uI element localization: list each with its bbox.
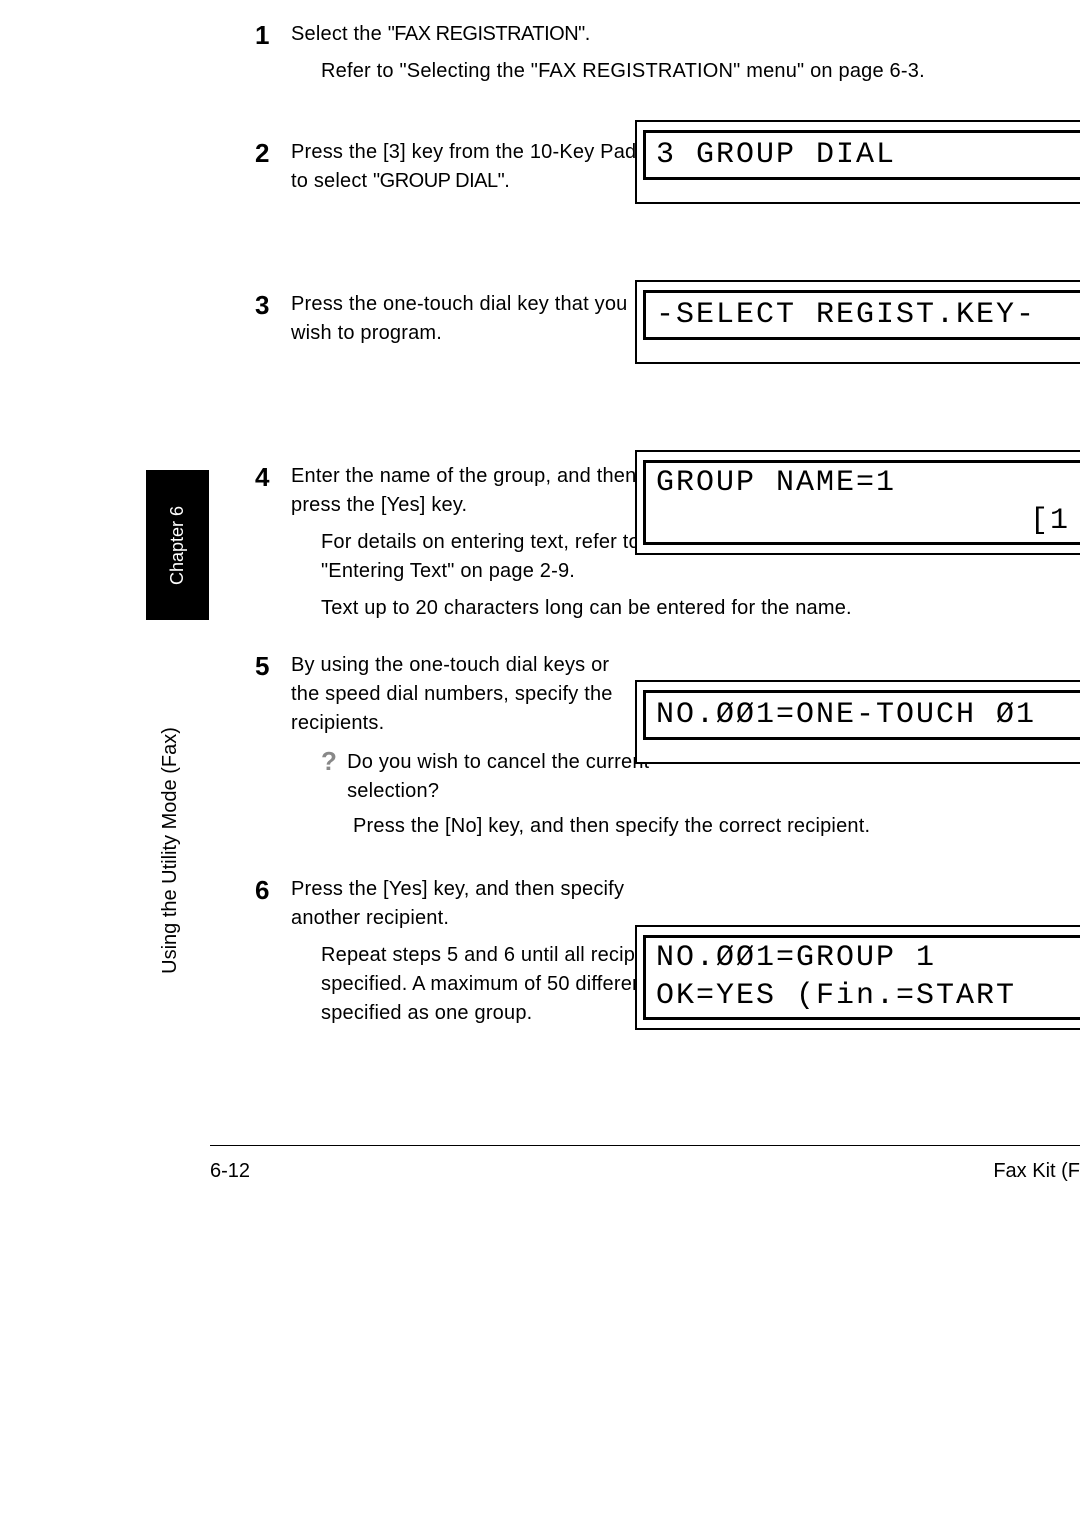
page-footer: 6-12 Fax Kit (F xyxy=(210,1145,1080,1183)
step-body: Select the "FAX REGISTRATION". Refer to … xyxy=(291,20,1080,86)
side-label: Using the Utility Mode (Fax) xyxy=(150,700,190,1000)
step-number: 1 xyxy=(255,20,291,51)
lcd-line: NO.ØØ1=GROUP 1 OK=YES (Fin.=START xyxy=(643,935,1080,1020)
step-subtext-2: Text up to 20 characters long can be ent… xyxy=(321,594,1080,623)
step-text: Press the [3] key from the 10-Key Pad to… xyxy=(291,138,641,196)
question-text: Do you wish to cancel the current select… xyxy=(347,748,657,806)
step-number: 6 xyxy=(255,875,291,906)
answer-text: Press the [No] key, and then specify the… xyxy=(353,812,1080,841)
chapter-tab-label: Chapter 6 xyxy=(167,505,188,584)
step-text: By using the one-touch dial keys or the … xyxy=(291,651,641,738)
step-subtext: Refer to "Selecting the "FAX REGISTRATIO… xyxy=(321,57,1080,86)
lcd-line: 3 GROUP DIAL xyxy=(643,130,1080,180)
step-number: 5 xyxy=(255,651,291,682)
side-label-text: Using the Utility Mode (Fax) xyxy=(159,727,182,974)
step-text: Press the [Yes] key, and then specify an… xyxy=(291,875,641,933)
step-subtext: For details on entering text, refer to "… xyxy=(321,528,641,586)
lcd-line: NO.ØØ1=ONE-TOUCH Ø1 xyxy=(643,690,1080,740)
lcd-line: -SELECT REGIST.KEY- xyxy=(643,290,1080,340)
lcd-display-5: NO.ØØ1=GROUP 1 OK=YES (Fin.=START xyxy=(635,925,1080,1030)
lcd-display-1: 3 GROUP DIAL xyxy=(635,120,1080,204)
page-number: 6-12 xyxy=(210,1160,250,1183)
step-text: Enter the name of the group, and then pr… xyxy=(291,462,641,520)
lcd-display-3: GROUP NAME=1 [1 xyxy=(635,450,1080,555)
question-mark-icon: ? xyxy=(321,748,337,774)
step-1: 1 Select the "FAX REGISTRATION". Refer t… xyxy=(255,20,1080,86)
footer-title: Fax Kit (F xyxy=(993,1160,1080,1183)
lcd-display-4: NO.ØØ1=ONE-TOUCH Ø1 xyxy=(635,680,1080,764)
step-number: 3 xyxy=(255,290,291,321)
lcd-display-2: -SELECT REGIST.KEY- xyxy=(635,280,1080,364)
lcd-line: GROUP NAME=1 [1 xyxy=(643,460,1080,545)
step-number: 4 xyxy=(255,462,291,493)
step-text: Select the "FAX REGISTRATION". xyxy=(291,20,1080,49)
step-text: Press the one-touch dial key that you wi… xyxy=(291,290,641,348)
chapter-tab: Chapter 6 xyxy=(146,470,209,620)
step-number: 2 xyxy=(255,138,291,169)
